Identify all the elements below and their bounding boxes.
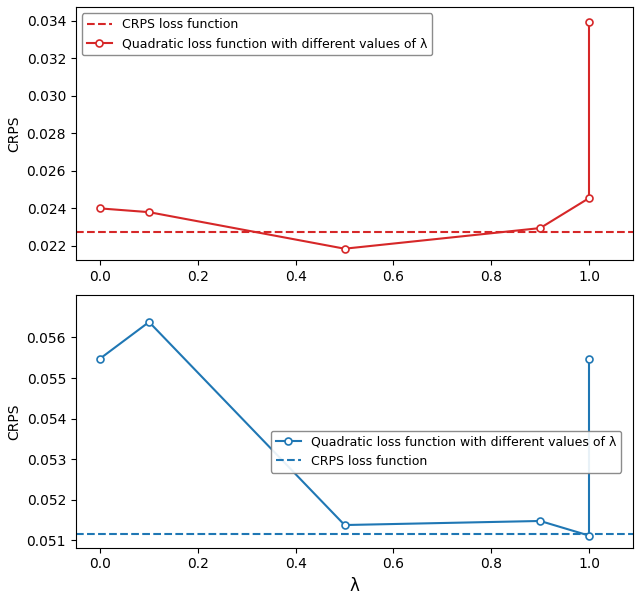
X-axis label: λ: λ — [349, 577, 359, 595]
Legend: Quadratic loss function with different values of λ, CRPS loss function: Quadratic loss function with different v… — [271, 430, 621, 473]
Y-axis label: CRPS: CRPS — [7, 115, 21, 152]
Y-axis label: CRPS: CRPS — [7, 403, 21, 439]
Legend: CRPS loss function, Quadratic loss function with different values of λ: CRPS loss function, Quadratic loss funct… — [82, 13, 433, 55]
